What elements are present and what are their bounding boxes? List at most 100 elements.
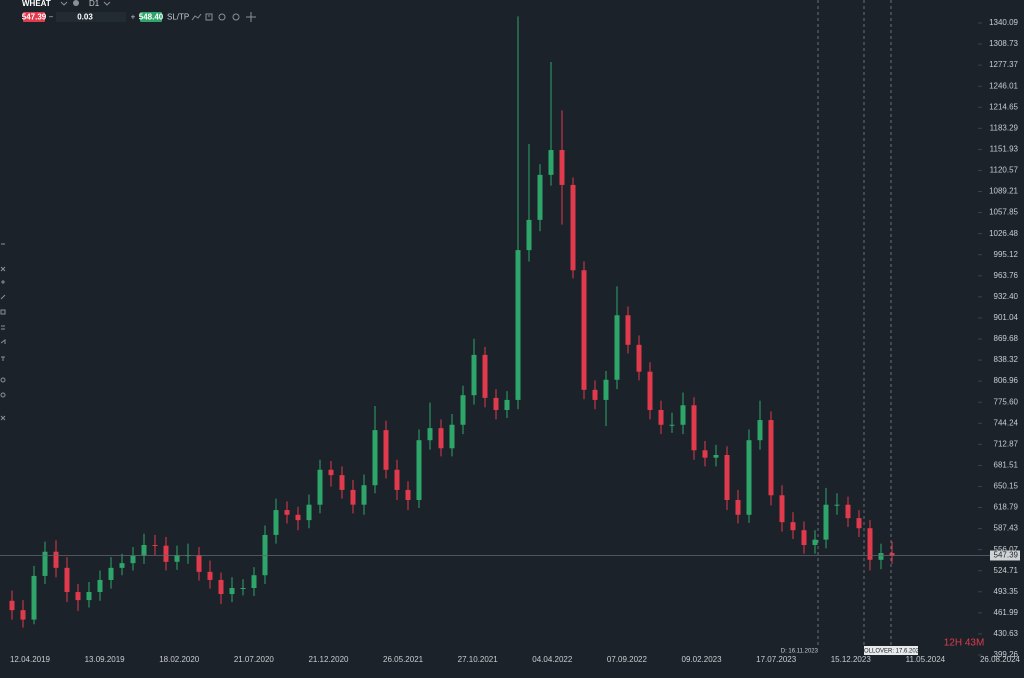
candle-body (196, 555, 202, 572)
candle-body (152, 545, 158, 547)
y-tick-label: 650.15 (994, 482, 1019, 491)
candle-body (779, 495, 785, 523)
timeframe[interactable]: D1 (89, 0, 100, 8)
y-tick-label: 901.04 (994, 313, 1019, 322)
candle-body (713, 454, 719, 458)
x-tick-label: 15.12.2023 (831, 655, 872, 664)
candle-body (229, 587, 235, 595)
candle-body (823, 504, 829, 540)
candle-body (801, 530, 807, 546)
crosshair[interactable] (246, 12, 256, 22)
tool-icon[interactable] (1, 325, 5, 330)
candle-body (570, 184, 576, 271)
y-tick-label: 1089.21 (989, 187, 1018, 196)
y-tick-label: 869.68 (994, 334, 1019, 343)
zoom-in[interactable] (232, 13, 240, 21)
tool-icon[interactable] (0, 266, 6, 272)
y-tick-label: 1120.57 (990, 166, 1019, 175)
candle-body (53, 551, 59, 568)
candle-body (64, 567, 70, 593)
volume[interactable]: 0.03 (77, 13, 93, 22)
y-tick-label: 461.99 (994, 608, 1019, 617)
y-tick-label: 399.26 (994, 650, 1019, 659)
tool-icon[interactable] (1, 280, 5, 284)
symbol[interactable]: WHEAT (22, 0, 51, 8)
candle-body (240, 587, 246, 589)
candle-body (691, 405, 697, 451)
candle-body (735, 499, 741, 515)
candle-body (350, 489, 356, 505)
candle-body (273, 510, 279, 535)
candle-body (856, 518, 862, 529)
candle-body (86, 592, 92, 601)
y-tick-label: 1026.48 (989, 229, 1018, 238)
y-tick-label: 838.32 (994, 355, 1019, 364)
candle-body (174, 555, 180, 562)
candle-body (889, 553, 895, 556)
candle-body (416, 440, 422, 500)
y-tick-label: 556.07 (994, 545, 1019, 554)
candle-body (559, 150, 565, 185)
minus-button[interactable]: − (49, 13, 54, 22)
x-tick-label: 13.09.2019 (85, 655, 126, 664)
tool-icon[interactable] (0, 415, 6, 421)
x-tick-label: 21.07.2020 (234, 655, 275, 664)
buy-button[interactable] (140, 12, 162, 22)
timeframe-dropdown[interactable] (103, 1, 111, 6)
y-tick-label: 1340.09 (989, 18, 1018, 27)
candle-body (460, 395, 466, 425)
y-tick-label: 1057.85 (989, 208, 1018, 217)
candle-body (42, 551, 48, 576)
candle-body (537, 174, 543, 220)
y-tick-label: 963.76 (994, 271, 1019, 280)
y-tick-label: 806.96 (994, 376, 1019, 385)
candle-body (625, 315, 631, 345)
y-tick-label: 775.60 (994, 397, 1019, 406)
x-tick-label: 18.02.2020 (159, 655, 200, 664)
indicator-tool[interactable] (205, 13, 213, 21)
plus-button[interactable]: + (131, 13, 136, 22)
y-tick-label: 681.51 (994, 461, 1019, 470)
y-tick-label: 430.63 (994, 629, 1019, 638)
candle-body (361, 485, 367, 505)
x-tick-label: 09.02.2023 (682, 655, 723, 664)
line-tool[interactable] (191, 13, 202, 21)
zoom-out[interactable] (218, 13, 226, 21)
candle-body (75, 592, 81, 601)
symbol-dropdown[interactable] (60, 1, 68, 6)
candle-body (141, 545, 147, 556)
x-tick-label: 21.12.2020 (308, 655, 349, 664)
tool-icon[interactable] (0, 294, 6, 300)
candle-body (680, 405, 686, 425)
candle-body (405, 489, 411, 500)
tool-icon[interactable] (0, 309, 6, 315)
tool-icon[interactable] (0, 339, 6, 344)
candle-body (471, 354, 477, 396)
candle-body (306, 504, 312, 521)
x-tick-label: 17.07.2023 (756, 655, 797, 664)
sell-price[interactable]: 547.39 (22, 13, 47, 22)
candle-body (812, 539, 818, 546)
x-tick-label: 27.10.2021 (458, 655, 499, 664)
candle-body (636, 344, 642, 372)
buy-price[interactable]: 548.40 (139, 13, 164, 22)
candle-body (603, 379, 609, 400)
x-tick-label: 12.04.2019 (10, 655, 51, 664)
candle-body (262, 534, 268, 576)
price-label: 547.39 (994, 551, 1019, 560)
sltp-button[interactable]: SL/TP (167, 13, 189, 22)
sell-button[interactable] (23, 12, 45, 22)
tool-icon[interactable] (1, 356, 5, 361)
candle-body (295, 514, 301, 521)
y-tick-label: 712.87 (994, 439, 1019, 448)
tool-icon[interactable] (0, 377, 6, 383)
volume-input[interactable] (56, 12, 126, 22)
x-tick-label: 07.09.2022 (607, 655, 648, 664)
candle-body (614, 315, 620, 380)
y-tick-label: 1308.73 (989, 39, 1018, 48)
candle-body (504, 399, 510, 410)
info-icon[interactable] (73, 0, 79, 6)
candle-body (372, 430, 378, 486)
tool-icon[interactable] (0, 392, 6, 398)
candle-body (647, 371, 653, 410)
